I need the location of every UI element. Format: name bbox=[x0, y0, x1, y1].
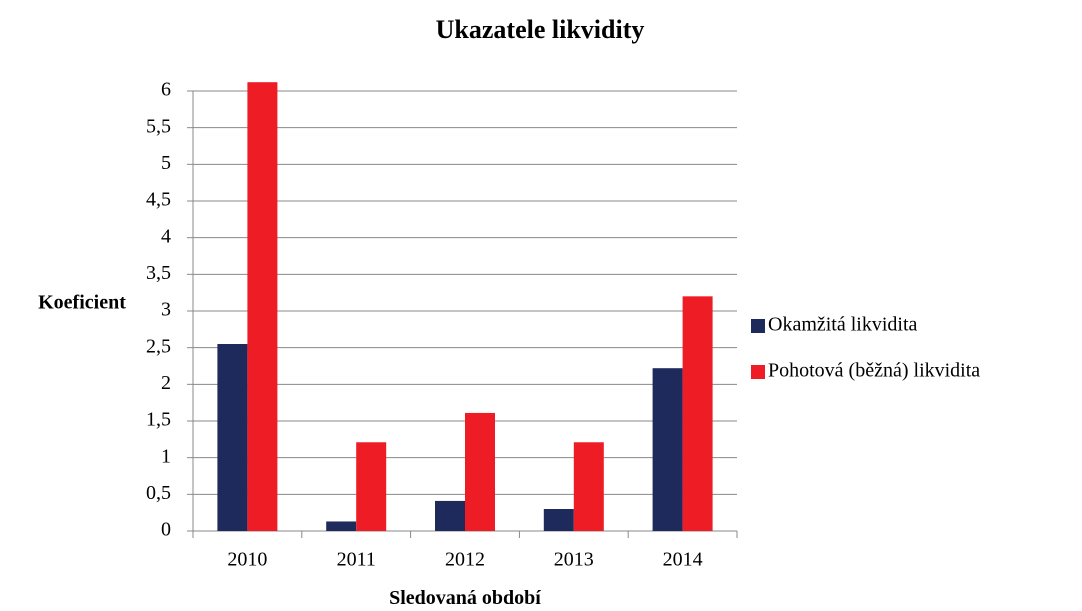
chart-title: Ukazatele likvidity bbox=[436, 15, 645, 44]
x-tick-label: 2013 bbox=[554, 549, 594, 571]
bar bbox=[356, 442, 387, 531]
y-tick-label: 5 bbox=[161, 152, 171, 174]
y-tick-label: 4 bbox=[161, 225, 171, 247]
x-tick-label: 2012 bbox=[445, 549, 485, 571]
bar bbox=[435, 500, 465, 531]
x-tick-label: 2011 bbox=[337, 549, 376, 571]
y-tick-label: 2 bbox=[161, 372, 171, 394]
y-tick-label: 2,5 bbox=[146, 335, 171, 357]
bar bbox=[326, 521, 357, 531]
y-tick-label: 5,5 bbox=[146, 115, 171, 137]
bar bbox=[682, 296, 713, 531]
legend-label: Okamžitá likvidita bbox=[768, 314, 918, 336]
y-tick-label: 3 bbox=[161, 299, 171, 321]
y-tick-label: 1 bbox=[161, 445, 171, 467]
bar bbox=[465, 412, 495, 531]
y-tick-label: 6 bbox=[161, 79, 171, 101]
y-tick-label: 0,5 bbox=[146, 482, 171, 504]
x-tick-label: 2014 bbox=[663, 549, 703, 571]
x-tick-label: 2010 bbox=[227, 549, 267, 571]
bar bbox=[217, 344, 248, 531]
bar bbox=[573, 442, 604, 531]
y-tick-label: 3,5 bbox=[146, 262, 171, 284]
bar bbox=[247, 82, 278, 531]
bar bbox=[652, 368, 683, 531]
y-tick-label: 4,5 bbox=[146, 189, 171, 211]
legend-swatch bbox=[751, 319, 765, 333]
y-tick-label: 0 bbox=[161, 519, 171, 541]
legend-label: Pohotová (běžná) likvidita bbox=[768, 360, 980, 382]
x-axis-label: Sledovaná období bbox=[389, 587, 541, 609]
y-axis-label: Koeficient bbox=[38, 292, 126, 314]
bar bbox=[543, 509, 574, 531]
y-tick-label: 1,5 bbox=[146, 409, 171, 431]
legend-swatch bbox=[751, 365, 765, 379]
